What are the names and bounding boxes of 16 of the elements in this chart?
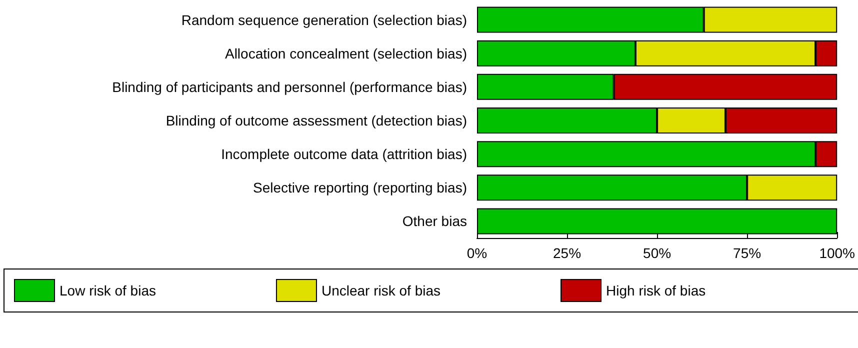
- y-tick-label: Selective reporting (reporting bias): [253, 180, 467, 196]
- x-tick-label: 50%: [643, 245, 672, 261]
- y-tick-label: Allocation concealment (selection bias): [224, 45, 467, 62]
- y-tick-label: Blinding of participants and personnel (performance bias): [112, 78, 467, 95]
- y-tick-label: Random sequence generation (selection bias): [181, 12, 467, 28]
- x-tick-label: 100%: [819, 245, 856, 261]
- y-tick-label: Other bias: [402, 213, 467, 230]
- x-tick-label: 75%: [733, 245, 762, 261]
- legend-label: Unclear risk of bias: [321, 282, 441, 298]
- x-tick-label: 25%: [553, 245, 582, 261]
- y-tick-label: Incomplete outcome data (attrition bias): [221, 146, 467, 162]
- bar: [477, 208, 838, 234]
- x-tick-label: 0%: [466, 245, 488, 261]
- legend-label: Low risk of bias: [60, 282, 156, 298]
- legend-label: High risk of bias: [606, 282, 706, 298]
- y-tick-label: Blinding of outcome assessment (detection bias): [166, 112, 467, 128]
